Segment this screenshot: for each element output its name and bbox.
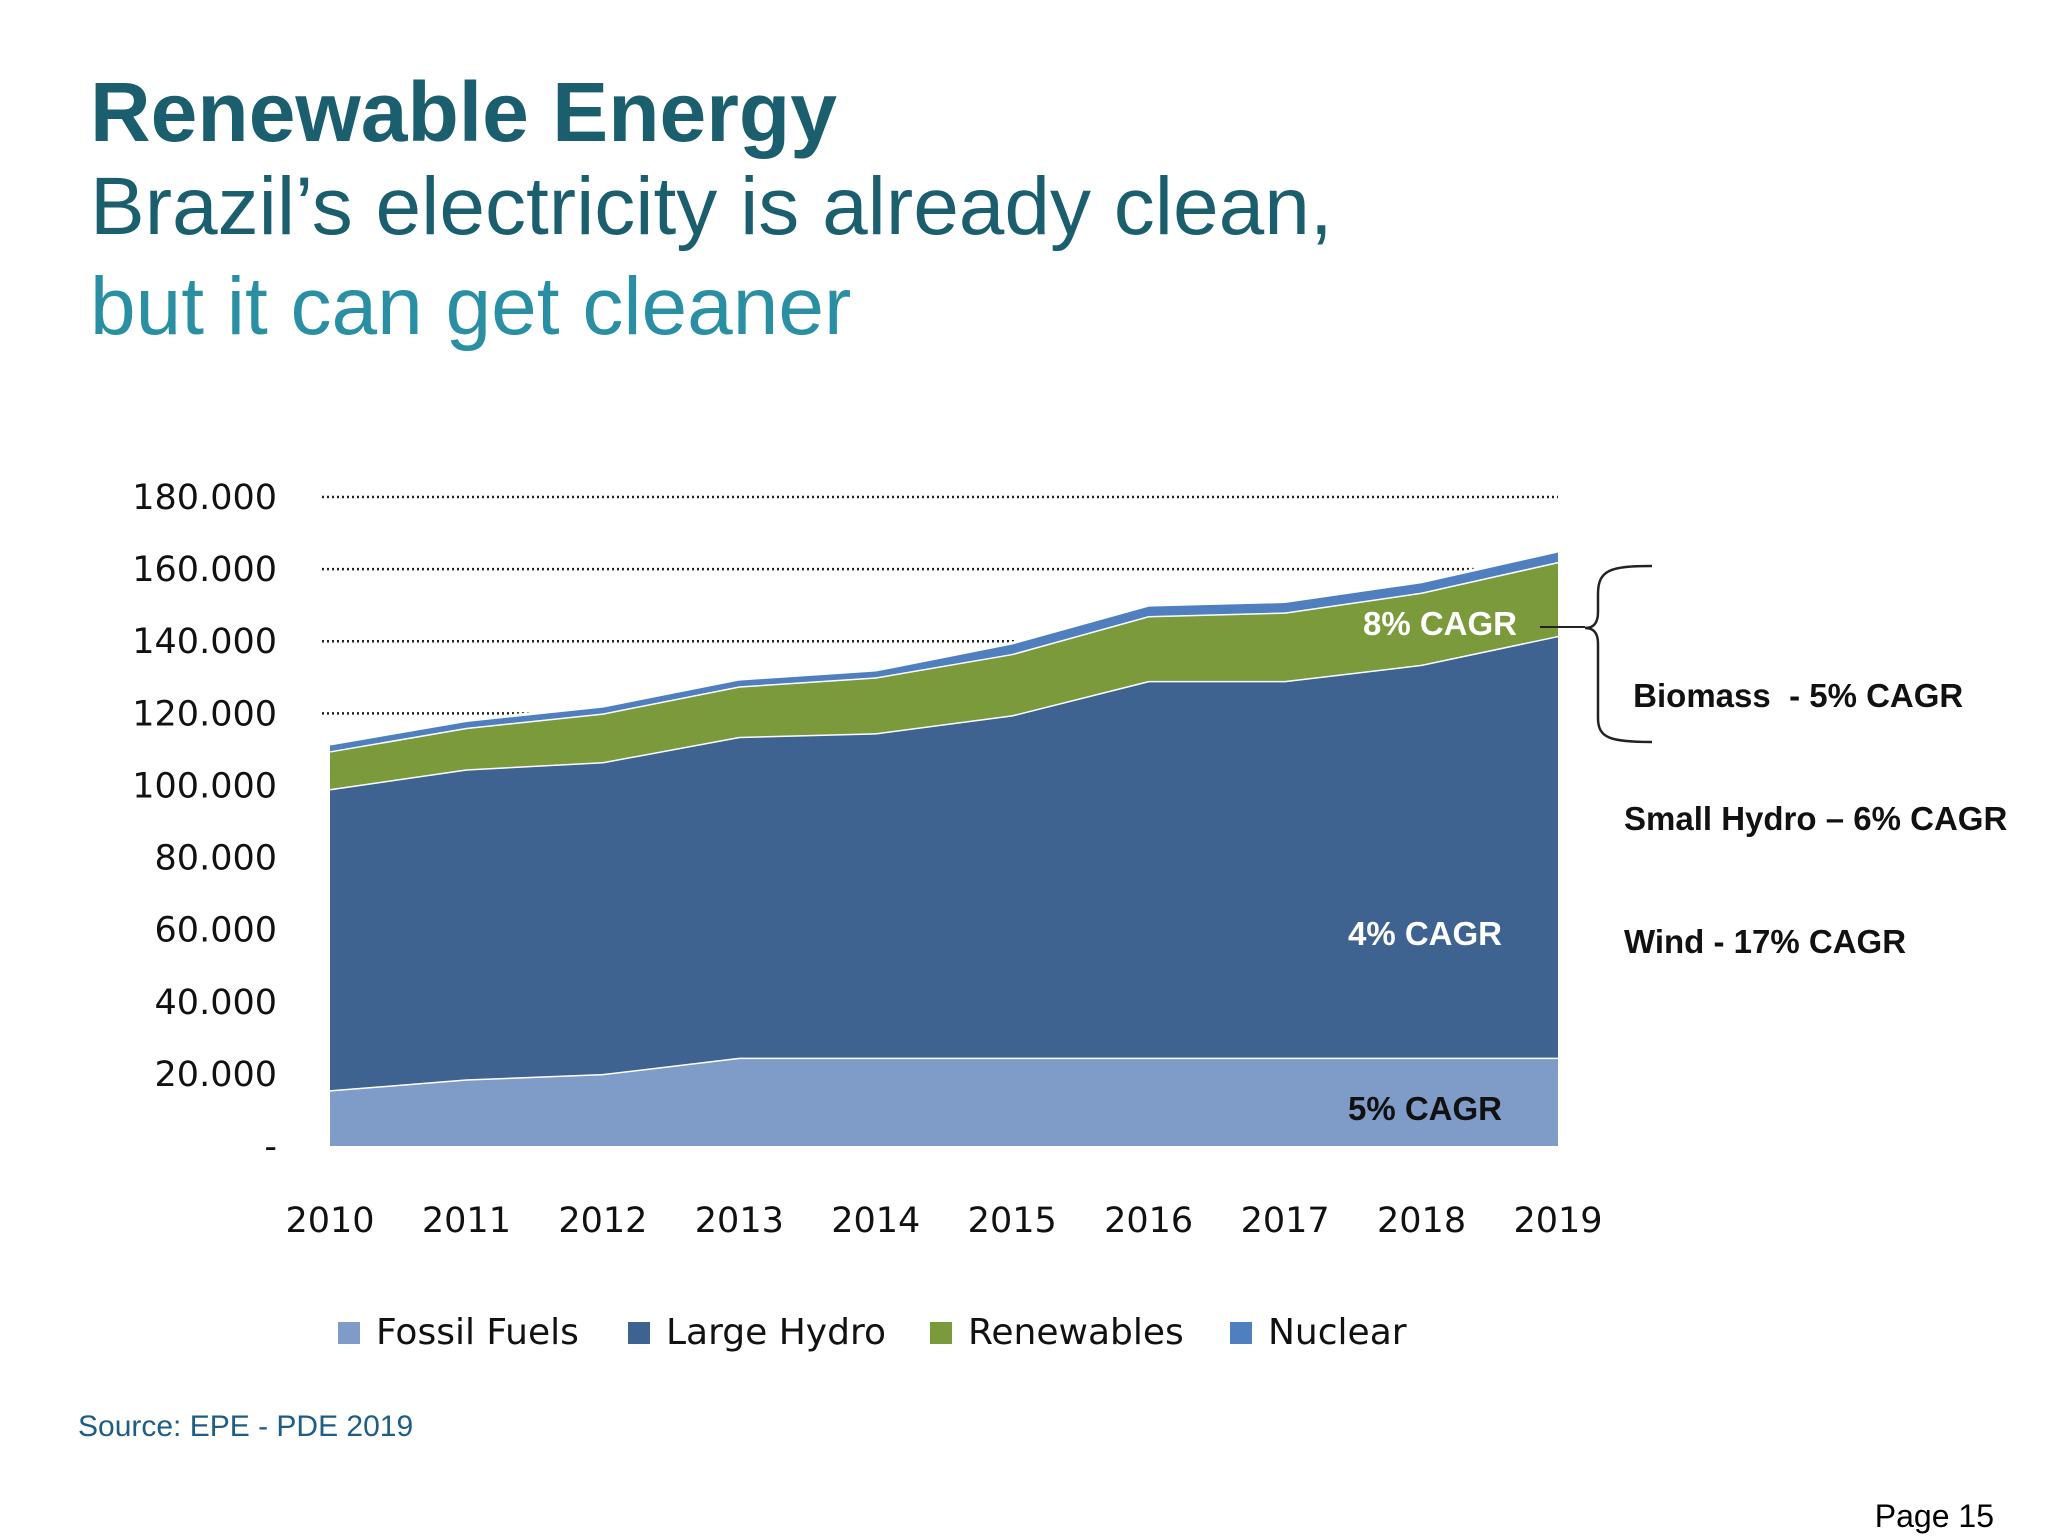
callout-line-small-hydro: Small Hydro – 6% CAGR xyxy=(1624,800,2008,837)
area-nuclear xyxy=(330,551,1558,752)
x-tick-label: 2019 xyxy=(1513,1201,1602,1241)
slide-subtitle-line1: Brazil’s electricity is already clean, xyxy=(90,161,1333,252)
cagr-label: 5% CAGR xyxy=(1348,1090,1502,1127)
y-tick-label: 20.000 xyxy=(155,1055,277,1095)
source-note: Source: EPE - PDE 2019 xyxy=(78,1410,414,1443)
callout-line-wind: Wind - 17% CAGR xyxy=(1624,923,1907,960)
x-axis-ticks: 2010 2011 2012 2013 2014 2015 2016 2017 2018 2019 xyxy=(285,1201,1602,1241)
x-tick-label: 2016 xyxy=(1104,1201,1193,1241)
page-number: Page 15 xyxy=(1874,1498,1994,1534)
legend-label: Fossil Fuels xyxy=(376,1312,579,1353)
y-tick-label: 180.000 xyxy=(132,478,277,518)
legend-swatch xyxy=(930,1322,952,1344)
y-tick-label: 100.000 xyxy=(132,766,277,806)
y-tick-label: - xyxy=(264,1127,277,1167)
chart-annotations: 8% CAGR 4% CAGR 5% CAGR xyxy=(1348,605,1517,1127)
legend-swatch xyxy=(1230,1322,1252,1344)
slide-title: Renewable Energy xyxy=(90,65,837,159)
area-fossil-fuels xyxy=(330,1057,1558,1146)
x-tick-label: 2010 xyxy=(285,1201,374,1241)
legend-swatch xyxy=(338,1322,360,1344)
cagr-label: 4% CAGR xyxy=(1348,915,1502,952)
x-tick-label: 2012 xyxy=(558,1201,647,1241)
legend-label: Large Hydro xyxy=(666,1312,886,1353)
slide-subtitle-line2: but it can get cleaner xyxy=(90,261,852,352)
y-tick-label: 120.000 xyxy=(132,694,277,734)
y-axis-ticks: - 20.000 40.000 60.000 80.000 100.000 120.000 1… xyxy=(132,478,277,1167)
callout-bracket xyxy=(1540,564,1653,744)
y-tick-label: 140.000 xyxy=(132,622,277,662)
curly-bracket xyxy=(1584,564,1653,744)
renewables-breakdown-callout: Biomass - 5% CAGR Small Hydro – 6% CAGR … xyxy=(1624,593,2007,1003)
cagr-label: 8% CAGR xyxy=(1363,605,1517,642)
area-large-hydro xyxy=(330,635,1558,1091)
legend-label: Renewables xyxy=(968,1312,1184,1353)
x-tick-label: 2014 xyxy=(831,1201,920,1241)
y-tick-label: 160.000 xyxy=(132,550,277,590)
x-tick-label: 2015 xyxy=(968,1201,1057,1241)
x-tick-label: 2013 xyxy=(695,1201,784,1241)
area-series xyxy=(329,549,1559,1146)
x-tick-label: 2018 xyxy=(1377,1201,1466,1241)
legend-label: Nuclear xyxy=(1268,1312,1407,1353)
callout-line-biomass: Biomass - 5% CAGR xyxy=(1624,677,1964,714)
x-tick-label: 2011 xyxy=(422,1201,511,1241)
area-edge-nuclear xyxy=(329,549,1559,746)
legend-swatch xyxy=(628,1322,650,1344)
y-tick-label: 60.000 xyxy=(155,911,277,951)
area-edge-renewables xyxy=(329,560,1559,753)
y-tick-label: 40.000 xyxy=(155,983,277,1023)
area-renewables xyxy=(330,561,1558,790)
chart-legend: Fossil Fuels Large Hydro Renewables Nuclear xyxy=(338,1312,1407,1353)
x-tick-label: 2017 xyxy=(1241,1201,1330,1241)
y-tick-label: 80.000 xyxy=(155,839,277,879)
